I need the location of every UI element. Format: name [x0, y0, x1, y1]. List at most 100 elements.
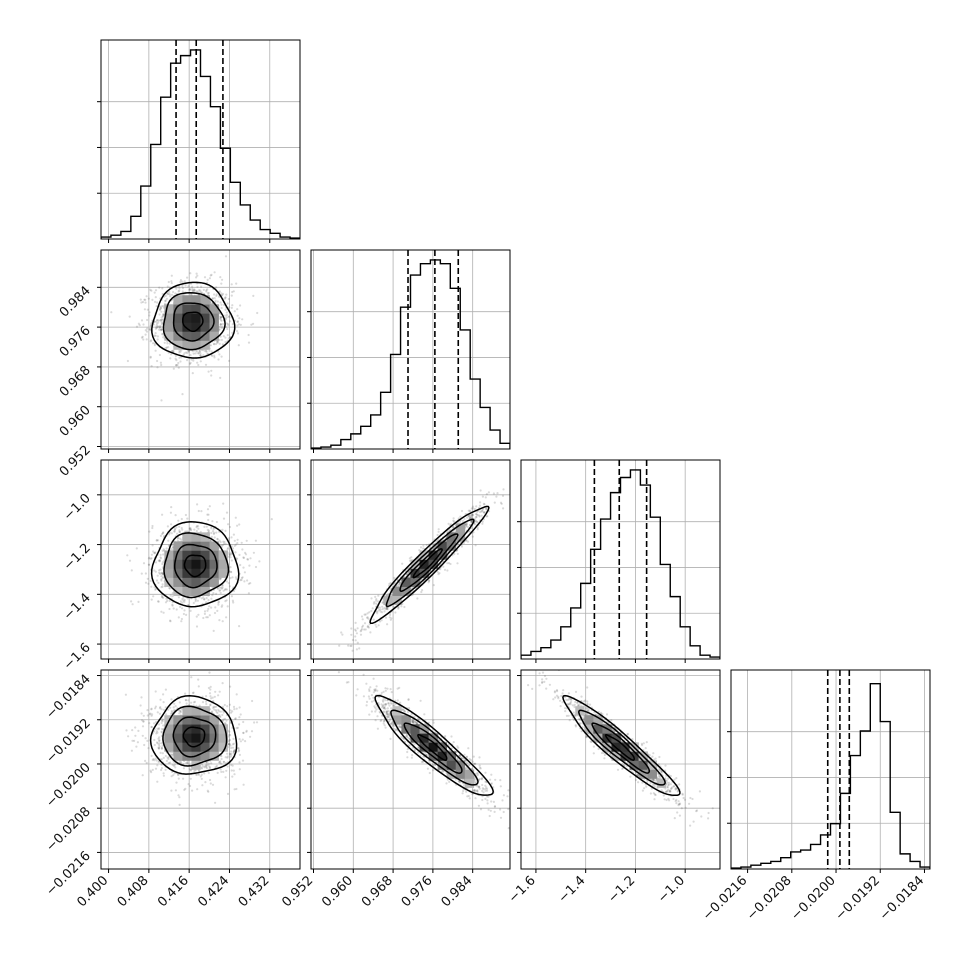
- scatter-point: [197, 352, 200, 355]
- contour-1: [173, 543, 218, 589]
- scatter-point: [171, 751, 174, 754]
- density-cell: [191, 304, 201, 314]
- scatter-point: [224, 296, 227, 299]
- density-cell: [200, 541, 210, 551]
- scatter-point: [371, 607, 374, 610]
- density-cell: [455, 523, 466, 533]
- scatter-point: [175, 364, 178, 367]
- scatter-point: [149, 356, 152, 359]
- scatter-point: [208, 671, 211, 674]
- scatter-point: [207, 599, 210, 602]
- scatter-point: [180, 356, 183, 359]
- scatter-point: [139, 704, 142, 707]
- scatter-point: [177, 519, 180, 522]
- scatter-point: [481, 508, 484, 512]
- scatter-point: [475, 515, 478, 519]
- scatter-point: [149, 579, 152, 583]
- scatter-point: [216, 300, 219, 303]
- scatter-point: [227, 740, 230, 743]
- scatter-point: [142, 338, 145, 341]
- scatter-point: [211, 297, 214, 300]
- scatter-point: [468, 516, 471, 520]
- scatter-point: [219, 715, 222, 719]
- scatter-point: [164, 768, 167, 771]
- scatter-point: [226, 548, 229, 551]
- scatter-point: [470, 520, 473, 524]
- scatter-point: [211, 354, 214, 358]
- scatter-point: [386, 607, 389, 610]
- scatter-point: [172, 774, 175, 777]
- density-cell: [209, 559, 219, 569]
- scatter-point: [359, 633, 363, 636]
- scatter-point: [186, 351, 189, 355]
- scatter-point: [154, 551, 157, 554]
- scatter-point: [226, 302, 229, 305]
- scatter-point: [170, 280, 173, 283]
- scatter-point: [145, 330, 149, 333]
- scatter-point: [204, 700, 208, 703]
- scatter-point: [416, 597, 419, 600]
- scatter-point: [432, 584, 435, 587]
- scatter-point: [476, 513, 479, 517]
- scatter-point: [475, 512, 478, 516]
- density-cell: [209, 331, 219, 341]
- scatter-point: [172, 349, 175, 352]
- scatter-point: [422, 547, 425, 550]
- density-cell: [173, 331, 183, 341]
- scatter-point: [220, 587, 223, 590]
- scatter-point: [224, 341, 227, 344]
- scatter-point: [178, 351, 181, 354]
- scatter-point: [258, 560, 261, 563]
- scatter-point: [366, 625, 369, 629]
- scatter-point: [222, 292, 225, 296]
- scatter-point: [168, 607, 171, 611]
- scatter-point: [370, 609, 373, 613]
- density-cell: [182, 541, 192, 551]
- histogram-step: [521, 469, 720, 659]
- scatter-point: [485, 493, 488, 496]
- scatter-point: [208, 349, 211, 352]
- panel-frame: [520, 459, 721, 660]
- scatter-point: [172, 350, 175, 353]
- density-cell: [164, 322, 174, 332]
- scatter-point: [482, 511, 485, 514]
- scatter-point: [161, 585, 164, 588]
- scatter-point: [512, 477, 514, 479]
- scatter-point: [230, 306, 233, 309]
- scatter-point: [209, 685, 212, 689]
- density-cell: [218, 559, 228, 569]
- scatter-point: [471, 507, 474, 510]
- density-cell: [392, 586, 402, 596]
- scatter-point: [173, 702, 176, 705]
- scatter-point: [222, 543, 225, 547]
- scatter-point: [179, 350, 182, 353]
- scatter-point: [354, 628, 357, 631]
- scatter-point: [222, 540, 225, 543]
- scatter-point: [224, 255, 228, 258]
- scatter-point: [171, 603, 174, 606]
- scatter-point: [149, 324, 152, 327]
- scatter-point: [389, 613, 392, 617]
- density-cell: [182, 340, 192, 350]
- scatter-point: [227, 297, 230, 301]
- scatter-point: [209, 704, 212, 707]
- scatter-point: [159, 556, 162, 559]
- scatter-point: [468, 517, 472, 520]
- scatter-point: [150, 322, 153, 325]
- scatter-point: [215, 531, 218, 534]
- scatter-point: [467, 514, 470, 518]
- scatter-point: [211, 530, 215, 533]
- density-cell: [173, 550, 183, 560]
- scatter-point: [154, 300, 157, 303]
- density-cell: [209, 313, 219, 323]
- scatter-point: [405, 573, 408, 576]
- scatter-point: [215, 340, 218, 343]
- scatter-point: [156, 319, 159, 322]
- scatter-point: [230, 571, 233, 574]
- scatter-point: [238, 723, 241, 726]
- density-cell: [182, 568, 192, 578]
- scatter-point: [161, 583, 164, 586]
- scatter-point: [175, 608, 178, 611]
- panel-3-0: [97, 669, 301, 873]
- scatter-point: [213, 297, 216, 300]
